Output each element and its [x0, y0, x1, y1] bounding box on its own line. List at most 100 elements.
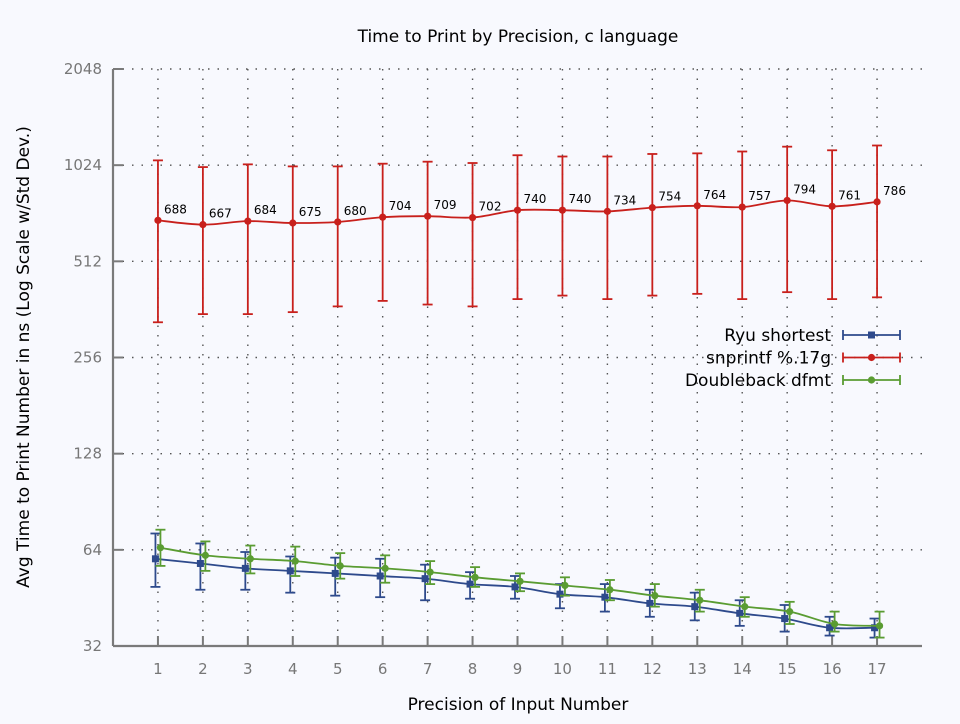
data-point-marker	[828, 202, 836, 210]
data-point-marker	[241, 564, 249, 572]
x-tick-label: 9	[513, 660, 523, 678]
series-group: 688 667 684 675 680 704 709 702 740 740 734 754 764 7…	[150, 144, 906, 639]
data-label: 704	[389, 199, 412, 213]
y-tick-label: 1024	[64, 156, 102, 174]
data-label: 794	[793, 182, 816, 196]
data-point-marker	[376, 572, 384, 580]
data-label: 702	[479, 200, 502, 214]
x-tick-label: 12	[643, 660, 662, 678]
legend-marker	[867, 353, 876, 362]
data-label: 675	[299, 205, 322, 219]
legend-item-2: snprintf %.17g	[706, 349, 901, 369]
data-point-marker	[199, 221, 207, 229]
data-point-marker	[783, 196, 791, 205]
legend-label: snprintf %.17g	[706, 349, 831, 369]
data-point-marker	[736, 609, 744, 617]
y-tick-label: 256	[73, 349, 102, 367]
data-label: 688	[164, 202, 187, 216]
data-point-marker	[606, 586, 614, 594]
data-point-marker	[286, 567, 294, 575]
x-tick-label: 13	[688, 660, 707, 678]
data-label: 684	[254, 203, 277, 217]
y-tick-label: 64	[83, 541, 102, 559]
data-point-marker	[875, 622, 884, 630]
data-point-marker	[154, 216, 162, 224]
data-point-marker	[516, 577, 524, 585]
legend-marker	[868, 331, 875, 339]
series-2: 688 667 684 675 680 704 709 702 740 740 734 754 764 7…	[152, 144, 906, 324]
data-point-marker	[871, 624, 879, 632]
chart-title: Time to Print by Precision, c language	[357, 27, 679, 47]
data-point-marker	[331, 569, 339, 577]
legend-label: Ryu shortest	[724, 326, 831, 346]
data-point-marker	[651, 592, 659, 600]
data-point-marker	[381, 564, 389, 572]
x-tick-label: 2	[198, 660, 208, 678]
data-point-marker	[291, 557, 299, 565]
legend-item-3: Doubleback dfmt	[685, 371, 901, 391]
data-point-marker	[738, 203, 746, 211]
data-label: 757	[748, 189, 771, 203]
data-point-marker	[603, 207, 611, 215]
x-tick-label: 8	[468, 660, 478, 678]
data-point-marker	[336, 562, 344, 570]
data-label: 667	[209, 207, 232, 221]
data-label: 754	[658, 190, 681, 204]
x-axis-label: Precision of Input Number	[408, 695, 629, 715]
y-tick-label: 512	[73, 252, 102, 270]
legend-marker	[867, 376, 876, 384]
data-label: 764	[703, 188, 726, 202]
data-point-marker	[696, 596, 704, 604]
y-tick-label: 128	[73, 445, 102, 463]
x-tick-label: 1	[153, 660, 163, 678]
legend-item-1: Ryu shortest	[724, 326, 901, 346]
data-point-marker	[151, 555, 159, 563]
data-point-marker	[646, 599, 654, 607]
data-point-marker	[424, 212, 432, 220]
data-point-marker	[601, 593, 609, 601]
data-point-marker	[379, 213, 387, 221]
data-label: 709	[434, 198, 457, 212]
x-tick-label: 7	[423, 660, 433, 678]
data-point-marker	[246, 555, 254, 563]
data-point-marker	[781, 615, 789, 623]
x-tick-label: 3	[243, 660, 253, 678]
x-tick-label: 5	[333, 660, 343, 678]
data-point-marker	[648, 204, 656, 212]
data-point-marker	[471, 573, 479, 581]
data-point-marker	[831, 620, 839, 628]
data-label: 680	[344, 204, 367, 218]
data-label: 740	[524, 192, 547, 206]
x-tick-label: 15	[778, 660, 797, 678]
data-point-marker	[693, 202, 701, 210]
data-point-marker	[561, 581, 569, 590]
legend-label: Doubleback dfmt	[685, 371, 831, 391]
data-point-marker	[421, 575, 429, 583]
y-tick-label: 2048	[64, 60, 102, 78]
series-3	[155, 528, 885, 639]
data-point-marker	[873, 198, 881, 206]
x-tick-label: 14	[733, 660, 752, 678]
data-point-marker	[558, 206, 567, 214]
data-point-marker	[426, 568, 434, 576]
data-point-marker	[289, 219, 297, 227]
x-tick-label: 10	[553, 660, 572, 678]
data-label: 740	[568, 192, 591, 206]
x-tick-label: 4	[288, 660, 298, 678]
data-point-marker	[511, 583, 519, 591]
data-label: 786	[883, 184, 906, 198]
data-point-marker	[556, 590, 564, 598]
x-tick-label: 11	[598, 660, 617, 678]
x-tick-label: 17	[868, 660, 887, 678]
data-point-marker	[468, 213, 477, 222]
data-point-marker	[334, 218, 342, 226]
data-label: 734	[613, 193, 636, 207]
x-tick-label: 6	[378, 660, 388, 678]
data-point-marker	[691, 603, 699, 611]
data-point-marker	[466, 580, 474, 588]
